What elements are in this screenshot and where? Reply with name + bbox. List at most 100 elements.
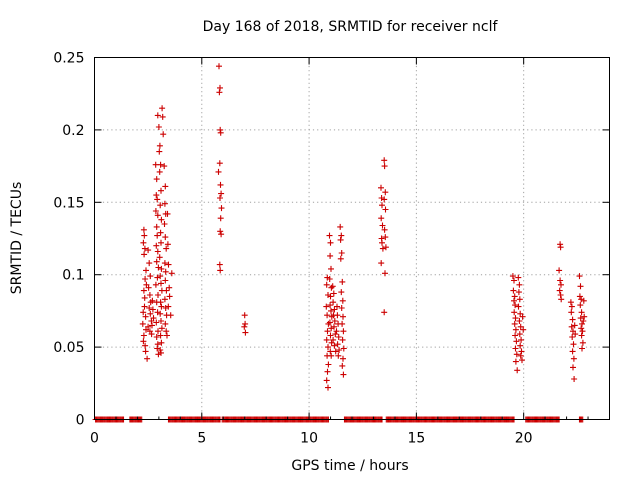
data-point — [570, 341, 577, 348]
data-point — [381, 163, 388, 170]
data-point — [153, 242, 160, 249]
data-point — [323, 336, 330, 343]
data-point — [158, 265, 165, 272]
data-point — [242, 329, 249, 336]
data-point — [162, 183, 169, 190]
data-point — [569, 348, 576, 355]
data-point — [216, 89, 223, 96]
data-point — [162, 234, 169, 241]
data-point — [146, 305, 153, 311]
data-point — [331, 342, 338, 349]
data-point — [557, 277, 564, 284]
data-point — [154, 248, 161, 255]
data-point — [578, 309, 585, 316]
data-point — [337, 236, 344, 243]
data-point — [146, 260, 153, 267]
data-point — [340, 355, 346, 362]
data-point — [217, 181, 224, 188]
data-point — [162, 320, 169, 327]
data-point — [326, 276, 333, 282]
data-point — [578, 325, 585, 332]
y-tick-label: 0.05 — [53, 340, 84, 356]
data-point — [153, 192, 160, 199]
data-point — [515, 274, 522, 281]
y-tick-label: 0.1 — [62, 268, 84, 284]
data-point — [337, 255, 344, 262]
data-point — [512, 345, 519, 352]
data-point — [511, 320, 518, 327]
data-point — [328, 339, 335, 346]
data-point — [571, 376, 578, 382]
data-point — [324, 312, 331, 319]
data-point — [518, 336, 525, 343]
data-point — [569, 334, 576, 340]
data-point — [576, 293, 583, 300]
data-point — [516, 281, 523, 288]
data-point — [141, 232, 148, 239]
data-point — [157, 161, 164, 168]
data-point — [217, 84, 223, 91]
data-point — [163, 328, 170, 335]
data-point — [338, 250, 345, 256]
data-point — [144, 355, 151, 362]
data-point — [157, 310, 164, 317]
data-point — [142, 276, 149, 282]
data-point — [519, 357, 525, 364]
data-point — [519, 313, 526, 320]
data-point — [379, 239, 385, 246]
data-point — [335, 334, 342, 340]
data-point — [516, 296, 523, 303]
data-point — [570, 355, 577, 362]
data-point — [153, 334, 160, 340]
data-point — [150, 315, 157, 322]
data-point — [158, 280, 164, 287]
data-point — [145, 247, 152, 254]
data-point — [158, 349, 164, 356]
data-point — [327, 293, 334, 300]
data-point — [162, 305, 169, 311]
data-point — [382, 244, 389, 251]
data-point — [332, 331, 339, 338]
data-point — [577, 302, 584, 309]
y-tick-label: 0.15 — [53, 195, 84, 211]
data-marks — [92, 63, 588, 423]
data-point — [164, 241, 171, 248]
data-point — [159, 113, 166, 120]
data-point — [379, 245, 386, 252]
data-point — [556, 287, 563, 294]
data-point — [378, 215, 385, 222]
data-point — [382, 234, 389, 241]
data-point — [154, 196, 161, 203]
data-point — [328, 307, 334, 314]
data-point — [379, 222, 386, 229]
data-point — [329, 283, 336, 290]
data-point — [337, 223, 344, 230]
data-point — [139, 320, 146, 327]
data-point — [146, 292, 153, 298]
data-point — [340, 328, 347, 335]
data-point — [160, 131, 167, 138]
data-point — [161, 296, 168, 303]
data-point — [327, 239, 334, 246]
data-point — [149, 306, 156, 313]
data-point — [327, 252, 334, 259]
data-point — [340, 371, 347, 378]
data-point — [147, 310, 154, 317]
data-point — [158, 318, 164, 324]
data-point — [328, 284, 335, 291]
data-point — [379, 202, 385, 209]
data-point — [142, 348, 149, 355]
data-point — [167, 312, 174, 319]
data-point — [331, 306, 338, 313]
data-point — [153, 223, 160, 230]
data-point — [163, 245, 170, 252]
ticks-layer: 0 0.05 0.1 0.15 0.2 0.25 0 5 10 15 20 — [53, 51, 610, 447]
data-point — [511, 277, 517, 284]
data-point — [155, 264, 162, 271]
data-point — [164, 210, 171, 217]
data-point — [381, 157, 388, 164]
data-point — [556, 267, 563, 274]
data-point — [325, 384, 331, 391]
data-point — [516, 331, 523, 338]
